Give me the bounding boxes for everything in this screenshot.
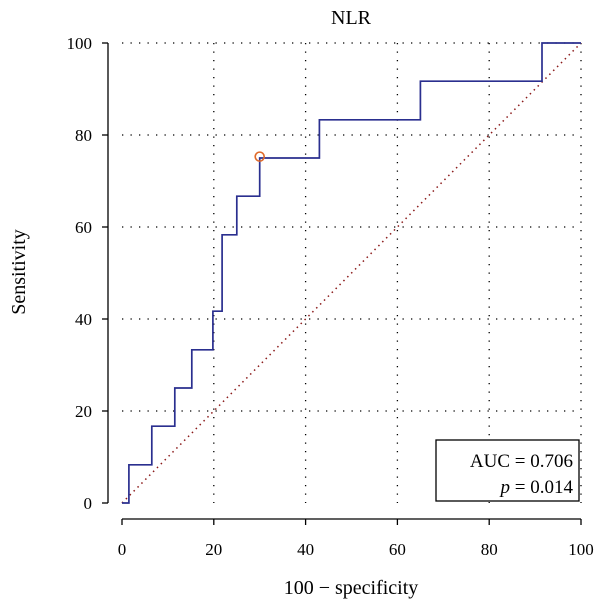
- x-tick-label: 0: [118, 540, 127, 559]
- x-tick-label: 20: [205, 540, 222, 559]
- roc-curve-layer: [122, 42, 581, 504]
- y-axis-title: Sensitivity: [8, 229, 30, 315]
- p-value: = 0.014: [510, 477, 573, 498]
- optimal-cutoff-marker: [254, 151, 266, 162]
- x-axis-title: 100 − specificity: [284, 577, 419, 599]
- y-tick-label: 100: [67, 34, 93, 53]
- p-symbol: p: [499, 477, 511, 498]
- auc-text: AUC = 0.706: [470, 451, 573, 472]
- annotation-frame: [435, 439, 580, 502]
- grid-layer: [122, 42, 582, 503]
- p-value-text: p = 0.014: [499, 477, 574, 498]
- tick-label-layer: 0 20 40 60 80 100 0 20 40 60 80 100: [67, 34, 594, 559]
- marker-layer: [254, 151, 266, 162]
- chart-title: NLR: [331, 7, 372, 29]
- auc-annotation-box: AUC = 0.706 p = 0.014: [435, 439, 580, 502]
- reference-diagonal-layer: [121, 42, 582, 504]
- y-tick-label: 60: [75, 218, 92, 237]
- reference-diagonal-line: [121, 42, 582, 504]
- y-tick-label: 80: [75, 126, 92, 145]
- x-tick-label: 80: [481, 540, 498, 559]
- roc-curve-line: [122, 42, 581, 504]
- y-tick-label: 40: [75, 310, 92, 329]
- y-tick-label: 0: [84, 494, 93, 513]
- x-tick-label: 40: [297, 540, 314, 559]
- axes-layer: [102, 42, 582, 525]
- x-tick-label: 100: [568, 540, 594, 559]
- x-tick-label: 60: [389, 540, 406, 559]
- y-tick-label: 20: [75, 402, 92, 421]
